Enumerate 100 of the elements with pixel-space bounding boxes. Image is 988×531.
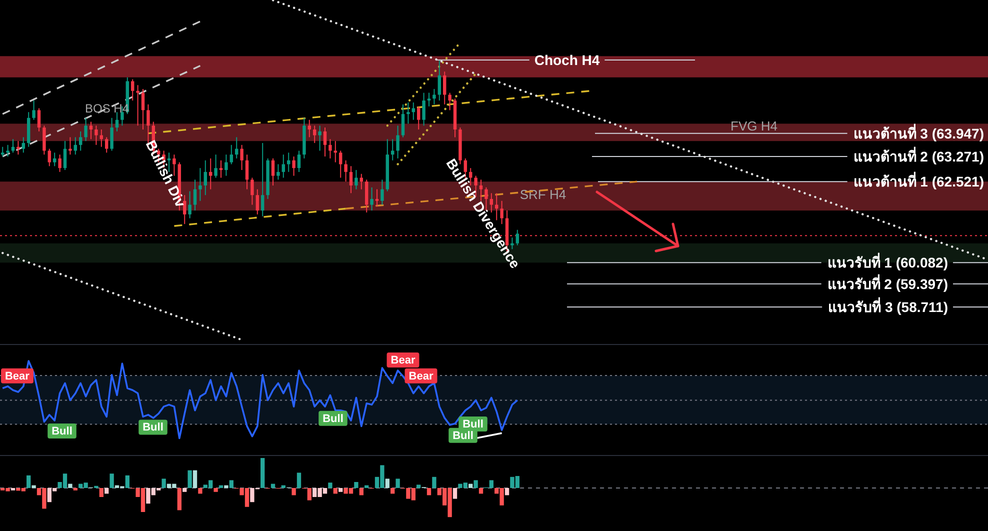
annotation: Bull: [142, 422, 164, 434]
candlestick: [308, 119, 312, 138]
candlestick: [42, 125, 46, 156]
candlestick: [188, 190, 192, 219]
candlestick: [52, 152, 56, 167]
candlestick: [516, 229, 520, 246]
candlestick: [260, 142, 264, 217]
bar: [188, 470, 192, 488]
candlestick: [198, 168, 202, 202]
bar: [162, 478, 166, 488]
bar: [32, 485, 36, 488]
candlestick: [256, 188, 260, 215]
bar: [104, 488, 109, 494]
bar: [468, 484, 473, 488]
bar: [110, 474, 114, 488]
candlestick: [0, 146, 4, 157]
candlestick: [245, 154, 249, 190]
candlestick: [16, 140, 20, 156]
candlestick: [32, 100, 36, 120]
candlestick: [240, 144, 244, 171]
candlestick: [375, 188, 379, 208]
candlestick: [432, 88, 436, 105]
candlestick: [510, 237, 514, 250]
bar: [426, 488, 432, 496]
bar: [292, 488, 296, 496]
candlestick: [276, 164, 280, 180]
candlestick: [380, 179, 384, 206]
candlestick: [442, 71, 446, 105]
candlestick: [364, 179, 368, 213]
bar: [182, 488, 187, 492]
candlestick: [349, 166, 353, 194]
bar: [224, 485, 228, 488]
annotation: Bear: [408, 370, 434, 382]
candlestick: [37, 108, 41, 132]
bar: [432, 476, 436, 488]
ref-line-label: แนวรับที่ 3 (58.711): [828, 297, 948, 316]
bar: [452, 488, 458, 499]
candlestick: [84, 117, 88, 142]
candlestick: [318, 125, 322, 152]
annotation: Bull: [452, 430, 474, 442]
candlestick: [334, 140, 338, 163]
candlestick: [63, 140, 67, 171]
candlestick: [48, 148, 52, 167]
candlestick: [474, 175, 478, 198]
candlestick: [438, 60, 442, 102]
candlestick: [396, 125, 400, 159]
candlestick: [416, 106, 420, 130]
candlestick: [500, 200, 504, 225]
bar: [26, 475, 31, 488]
candlestick: [323, 127, 327, 157]
annotation: Bull: [462, 418, 484, 430]
candlestick: [401, 104, 405, 138]
candlestick: [172, 154, 176, 176]
candlestick: [464, 158, 468, 180]
candlestick: [193, 179, 197, 212]
ref-line-label: แนวต้านที่ 1 (62.521): [853, 172, 984, 190]
candlestick: [479, 179, 483, 202]
bar: [270, 484, 276, 488]
annotation: Bull: [322, 412, 344, 425]
annotation: Bear: [4, 370, 30, 382]
candlestick: [297, 150, 301, 172]
candlestick: [422, 92, 426, 126]
candlestick: [292, 156, 296, 176]
candlestick: [230, 144, 234, 165]
candlestick: [6, 144, 10, 157]
bar: [99, 488, 104, 497]
candlestick: [427, 92, 431, 107]
bar: [177, 488, 182, 510]
ref-line-label: แนวรับที่ 2 (59.397): [827, 274, 948, 292]
bar: [125, 475, 130, 488]
bar: [474, 480, 478, 488]
bar: [354, 482, 358, 488]
ref-line-label: แนวต้านที่ 3 (63.947): [853, 123, 984, 142]
bar: [359, 488, 364, 496]
bar: [416, 484, 421, 488]
candlestick: [115, 112, 119, 132]
bar: [260, 458, 265, 488]
candlestick: [130, 78, 134, 102]
candlestick: [390, 138, 394, 161]
bar: [338, 488, 343, 492]
candlestick: [344, 160, 348, 182]
candlestick: [94, 125, 98, 146]
candlestick: [78, 130, 82, 152]
annotation: Bear: [390, 354, 416, 366]
bar: [390, 488, 395, 494]
bar: [229, 480, 234, 488]
candlestick: [406, 102, 410, 124]
annotation: Bull: [52, 426, 72, 438]
bar: [192, 470, 198, 488]
bar: [504, 488, 510, 496]
bar: [68, 484, 72, 488]
candlestick: [224, 154, 228, 176]
candlestick: [58, 154, 62, 172]
candlestick: [167, 152, 171, 172]
candlestick: [208, 158, 212, 190]
bar: [396, 478, 400, 488]
bar: [214, 488, 218, 492]
candlestick: [250, 177, 254, 206]
bar: [198, 488, 202, 494]
ref-line-label: แนวต้านที่ 2 (63.271): [853, 146, 984, 164]
